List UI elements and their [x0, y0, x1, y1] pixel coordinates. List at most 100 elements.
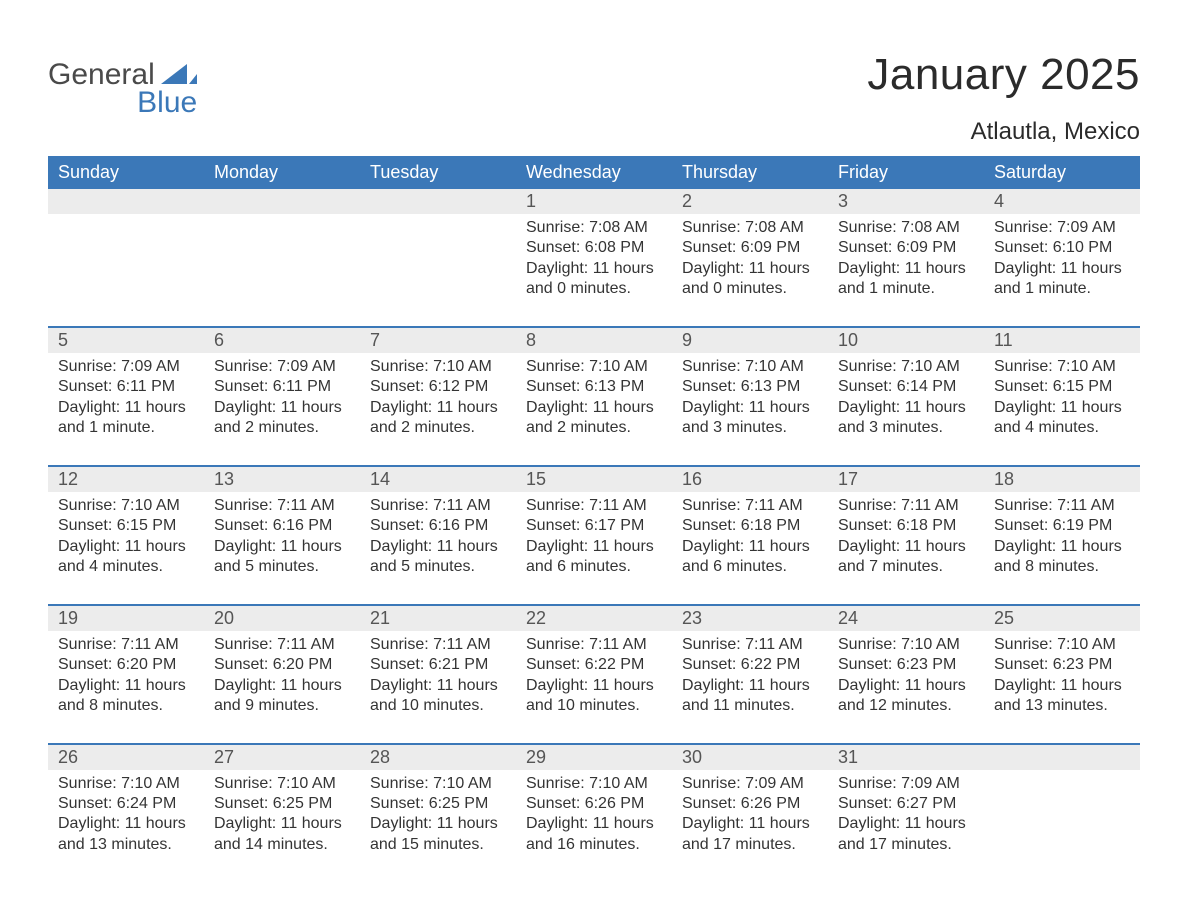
- day-cell: Sunrise: 7:10 AMSunset: 6:14 PMDaylight:…: [828, 353, 984, 465]
- day-cell: Sunrise: 7:10 AMSunset: 6:13 PMDaylight:…: [516, 353, 672, 465]
- sunset-text: Sunset: 6:09 PM: [838, 238, 974, 258]
- daylight-text: Daylight: 11 hours and 1 minute.: [994, 259, 1130, 300]
- daylight-text: Daylight: 11 hours and 9 minutes.: [214, 676, 350, 717]
- day-cell: Sunrise: 7:09 AMSunset: 6:26 PMDaylight:…: [672, 770, 828, 882]
- weekday-header: Friday: [828, 156, 984, 189]
- day-cell: Sunrise: 7:11 AMSunset: 6:19 PMDaylight:…: [984, 492, 1140, 604]
- day-number: 27: [204, 745, 360, 770]
- sunrise-text: Sunrise: 7:09 AM: [214, 357, 350, 377]
- weekday-header: Thursday: [672, 156, 828, 189]
- daynum-band: 567891011: [48, 328, 1140, 353]
- sunrise-text: Sunrise: 7:09 AM: [682, 774, 818, 794]
- daylight-text: Daylight: 11 hours and 10 minutes.: [370, 676, 506, 717]
- day-number: 8: [516, 328, 672, 353]
- daylight-text: Daylight: 11 hours and 14 minutes.: [214, 814, 350, 855]
- sunrise-text: Sunrise: 7:10 AM: [370, 774, 506, 794]
- sunrise-text: Sunrise: 7:11 AM: [838, 496, 974, 516]
- day-number: [204, 189, 360, 214]
- day-number: 17: [828, 467, 984, 492]
- sail-icon: [161, 64, 197, 84]
- daynum-band: 12131415161718: [48, 467, 1140, 492]
- sunrise-text: Sunrise: 7:10 AM: [58, 496, 194, 516]
- sunset-text: Sunset: 6:11 PM: [58, 377, 194, 397]
- sunrise-text: Sunrise: 7:11 AM: [214, 635, 350, 655]
- sunrise-text: Sunrise: 7:10 AM: [526, 357, 662, 377]
- daylight-text: Daylight: 11 hours and 4 minutes.: [994, 398, 1130, 439]
- weekday-header: Wednesday: [516, 156, 672, 189]
- day-cell: Sunrise: 7:11 AMSunset: 6:22 PMDaylight:…: [672, 631, 828, 743]
- day-cell: Sunrise: 7:09 AMSunset: 6:10 PMDaylight:…: [984, 214, 1140, 326]
- day-cell: [48, 214, 204, 326]
- day-cell: Sunrise: 7:08 AMSunset: 6:09 PMDaylight:…: [828, 214, 984, 326]
- sunrise-text: Sunrise: 7:10 AM: [370, 357, 506, 377]
- sunset-text: Sunset: 6:13 PM: [526, 377, 662, 397]
- day-cell: Sunrise: 7:11 AMSunset: 6:16 PMDaylight:…: [360, 492, 516, 604]
- daynum-band: 262728293031: [48, 745, 1140, 770]
- daylight-text: Daylight: 11 hours and 15 minutes.: [370, 814, 506, 855]
- sunrise-text: Sunrise: 7:08 AM: [526, 218, 662, 238]
- sunrise-text: Sunrise: 7:11 AM: [214, 496, 350, 516]
- day-cell: Sunrise: 7:10 AMSunset: 6:24 PMDaylight:…: [48, 770, 204, 882]
- brand-word-2: Blue: [120, 86, 197, 120]
- day-cell: Sunrise: 7:10 AMSunset: 6:15 PMDaylight:…: [984, 353, 1140, 465]
- sunrise-text: Sunrise: 7:10 AM: [994, 635, 1130, 655]
- day-cell: [984, 770, 1140, 882]
- day-number: 5: [48, 328, 204, 353]
- day-number: 14: [360, 467, 516, 492]
- sunset-text: Sunset: 6:22 PM: [526, 655, 662, 675]
- daynum-band: 1234: [48, 189, 1140, 214]
- day-cell: Sunrise: 7:09 AMSunset: 6:27 PMDaylight:…: [828, 770, 984, 882]
- sunrise-text: Sunrise: 7:10 AM: [994, 357, 1130, 377]
- day-number: 24: [828, 606, 984, 631]
- day-cell: Sunrise: 7:11 AMSunset: 6:21 PMDaylight:…: [360, 631, 516, 743]
- day-number: 7: [360, 328, 516, 353]
- sunrise-text: Sunrise: 7:11 AM: [682, 635, 818, 655]
- sunrise-text: Sunrise: 7:11 AM: [370, 635, 506, 655]
- day-cell: Sunrise: 7:10 AMSunset: 6:25 PMDaylight:…: [360, 770, 516, 882]
- day-number: 16: [672, 467, 828, 492]
- day-cell: Sunrise: 7:09 AMSunset: 6:11 PMDaylight:…: [204, 353, 360, 465]
- sunrise-text: Sunrise: 7:10 AM: [838, 357, 974, 377]
- sunset-text: Sunset: 6:13 PM: [682, 377, 818, 397]
- day-number: 26: [48, 745, 204, 770]
- weekday-header: Monday: [204, 156, 360, 189]
- week-row: 1234Sunrise: 7:08 AMSunset: 6:08 PMDayli…: [48, 189, 1140, 326]
- sunset-text: Sunset: 6:16 PM: [370, 516, 506, 536]
- day-cell: Sunrise: 7:11 AMSunset: 6:18 PMDaylight:…: [828, 492, 984, 604]
- header: General Blue January 2025 Atlautla, Mexi…: [48, 50, 1140, 146]
- calendar: Sunday Monday Tuesday Wednesday Thursday…: [48, 156, 1140, 881]
- day-number: 30: [672, 745, 828, 770]
- day-cell: Sunrise: 7:10 AMSunset: 6:13 PMDaylight:…: [672, 353, 828, 465]
- daylight-text: Daylight: 11 hours and 8 minutes.: [994, 537, 1130, 578]
- day-cell: Sunrise: 7:11 AMSunset: 6:22 PMDaylight:…: [516, 631, 672, 743]
- sunset-text: Sunset: 6:17 PM: [526, 516, 662, 536]
- daylight-text: Daylight: 11 hours and 5 minutes.: [214, 537, 350, 578]
- day-cell: [360, 214, 516, 326]
- day-number: 20: [204, 606, 360, 631]
- day-number: 28: [360, 745, 516, 770]
- weekday-header-row: Sunday Monday Tuesday Wednesday Thursday…: [48, 156, 1140, 189]
- day-number: 31: [828, 745, 984, 770]
- sunset-text: Sunset: 6:24 PM: [58, 794, 194, 814]
- sunset-text: Sunset: 6:16 PM: [214, 516, 350, 536]
- sunset-text: Sunset: 6:11 PM: [214, 377, 350, 397]
- daylight-text: Daylight: 11 hours and 2 minutes.: [526, 398, 662, 439]
- month-title: January 2025: [867, 50, 1140, 100]
- day-cell: Sunrise: 7:10 AMSunset: 6:12 PMDaylight:…: [360, 353, 516, 465]
- day-cell: Sunrise: 7:08 AMSunset: 6:09 PMDaylight:…: [672, 214, 828, 326]
- day-cell: Sunrise: 7:11 AMSunset: 6:16 PMDaylight:…: [204, 492, 360, 604]
- sunset-text: Sunset: 6:26 PM: [526, 794, 662, 814]
- sunrise-text: Sunrise: 7:08 AM: [682, 218, 818, 238]
- day-cell: Sunrise: 7:11 AMSunset: 6:20 PMDaylight:…: [48, 631, 204, 743]
- week-row: 12131415161718 Sunrise: 7:10 AM Sunset: 6:…: [48, 465, 1140, 604]
- sunset-text: Sunset: 6:18 PM: [838, 516, 974, 536]
- week-row: 262728293031Sunrise: 7:10 AMSunset: 6:24…: [48, 743, 1140, 882]
- daylight-text: Daylight: 11 hours and 3 minutes.: [682, 398, 818, 439]
- weekday-header: Saturday: [984, 156, 1140, 189]
- day-cell: Sunrise: 7:11 AMSunset: 6:17 PMDaylight:…: [516, 492, 672, 604]
- daylight-text: Daylight: 11 hours and 1 minute.: [58, 398, 194, 439]
- sunrise-text: Sunrise: 7:10 AM: [682, 357, 818, 377]
- title-block: January 2025 Atlautla, Mexico: [867, 50, 1140, 146]
- day-number: 18: [984, 467, 1140, 492]
- day-number: [984, 745, 1140, 770]
